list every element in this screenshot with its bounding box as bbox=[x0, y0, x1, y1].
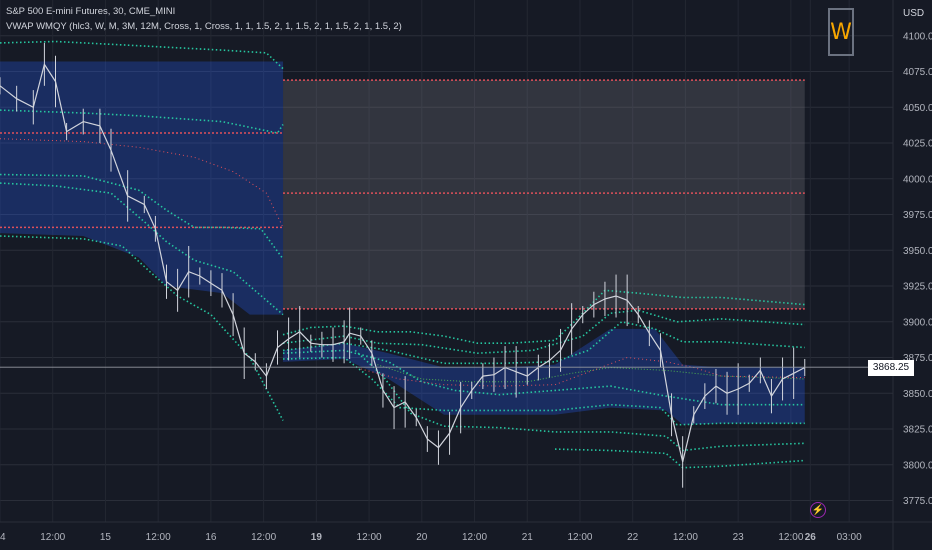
x-tick-label: 12:00 bbox=[146, 532, 171, 543]
y-tick-label: 3975.00 bbox=[903, 210, 932, 221]
x-tick-label: 14 bbox=[0, 532, 6, 543]
vwap-band-line bbox=[282, 320, 805, 365]
y-tick-label: 4025.00 bbox=[903, 139, 932, 150]
x-tick-label: 03:00 bbox=[837, 532, 862, 543]
lightning-icon[interactable]: ⚡ bbox=[810, 502, 826, 518]
y-tick-label: 4100.00 bbox=[903, 31, 932, 42]
currency-label: USD bbox=[903, 8, 925, 19]
vwap-band-line bbox=[377, 364, 805, 383]
x-tick-label: 22 bbox=[627, 532, 639, 543]
vwap-band-line bbox=[282, 349, 805, 406]
x-tick-label: 12:00 bbox=[462, 532, 487, 543]
vwap-band-line bbox=[0, 138, 284, 228]
band-fill bbox=[0, 61, 284, 315]
y-tick-label: 3900.00 bbox=[903, 317, 932, 328]
x-tick-label: 21 bbox=[522, 532, 534, 543]
y-tick-label: 3775.00 bbox=[903, 496, 932, 507]
x-tick-label: 19 bbox=[311, 532, 323, 543]
band-fill bbox=[283, 328, 805, 425]
y-tick-label: 4000.00 bbox=[903, 174, 932, 185]
y-tick-label: 3800.00 bbox=[903, 460, 932, 471]
x-tick-label: 15 bbox=[100, 532, 112, 543]
vwap-band-line bbox=[0, 173, 284, 260]
x-tick-label: 23 bbox=[733, 532, 745, 543]
x-tick-label: 26 bbox=[805, 532, 817, 543]
x-tick-label: 16 bbox=[205, 532, 217, 543]
vwap-band-line bbox=[282, 309, 805, 355]
vwap-band-line bbox=[0, 109, 284, 134]
w-logo: W bbox=[828, 8, 854, 56]
y-tick-label: 3875.00 bbox=[903, 353, 932, 364]
vwap-band-line bbox=[282, 289, 805, 344]
x-tick-label: 12:00 bbox=[778, 532, 803, 543]
y-tick-label: 3825.00 bbox=[903, 425, 932, 436]
y-tick-label: 4050.00 bbox=[903, 103, 932, 114]
x-tick-label: 12:00 bbox=[251, 532, 276, 543]
x-tick-label: 20 bbox=[416, 532, 428, 543]
y-tick-label: 4075.00 bbox=[903, 67, 932, 78]
y-tick-label: 3850.00 bbox=[903, 389, 932, 400]
vwap-band-line bbox=[354, 349, 805, 452]
y-tick-label: 3950.00 bbox=[903, 246, 932, 257]
vwap-band-line bbox=[0, 182, 284, 316]
x-tick-label: 12:00 bbox=[357, 532, 382, 543]
x-tick-label: 12:00 bbox=[567, 532, 592, 543]
indicator-title: VWAP WMQY (hlc3, W, M, 3M, 12M, Cross, 1… bbox=[6, 21, 402, 32]
y-tick-label: 3925.00 bbox=[903, 282, 932, 293]
band-fill bbox=[283, 80, 805, 309]
last-price-label: 3868.25 bbox=[868, 360, 914, 376]
x-tick-label: 12:00 bbox=[673, 532, 698, 543]
symbol-title: S&P 500 E-mini Futures, 30, CME_MINI bbox=[6, 6, 176, 17]
vwap-band-line bbox=[282, 356, 805, 426]
x-tick-label: 12:00 bbox=[40, 532, 65, 543]
